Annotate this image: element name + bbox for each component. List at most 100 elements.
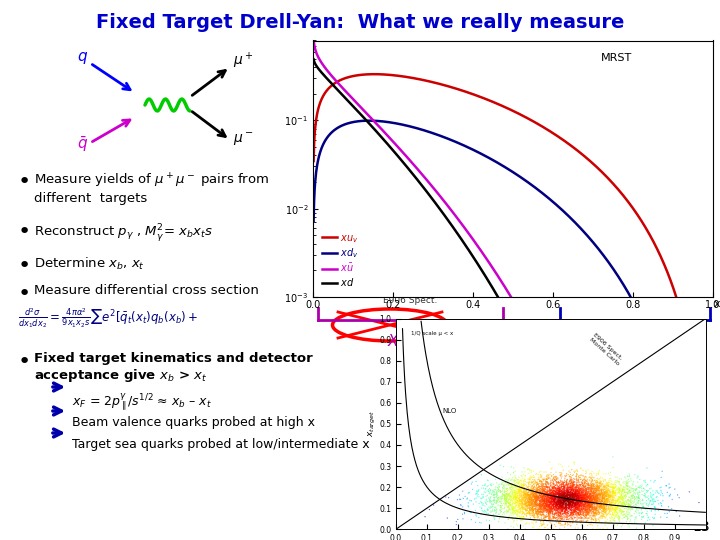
Point [555, 510, 567, 519]
Point [531, 479, 543, 488]
Point [547, 484, 559, 492]
Point [572, 505, 584, 514]
Point [567, 505, 579, 514]
Point [513, 505, 525, 514]
Point [545, 487, 557, 495]
Point [586, 517, 598, 526]
Point [603, 504, 614, 512]
Point [521, 502, 532, 510]
Point [544, 487, 556, 496]
Point [585, 508, 597, 516]
Point [521, 501, 532, 510]
Point [588, 485, 600, 494]
Point [552, 493, 564, 502]
Point [594, 490, 606, 498]
Point [547, 486, 559, 495]
Point [615, 493, 626, 502]
Point [600, 504, 612, 513]
Point [585, 497, 597, 505]
Point [539, 487, 551, 496]
Point [528, 504, 540, 513]
Point [580, 494, 591, 502]
Point [567, 493, 578, 502]
Point [578, 493, 590, 502]
Point [545, 480, 557, 489]
Point [548, 501, 559, 510]
Point [571, 471, 582, 480]
Point [633, 494, 644, 503]
Point [558, 497, 570, 506]
Point [616, 495, 628, 504]
Point [576, 499, 588, 508]
Point [534, 501, 545, 510]
Point [531, 503, 543, 511]
Point [503, 515, 514, 524]
Point [595, 512, 607, 521]
Point [590, 496, 601, 505]
Point [596, 497, 608, 505]
Point [562, 485, 573, 494]
Point [621, 482, 633, 491]
Point [613, 508, 625, 517]
Point [596, 497, 608, 506]
Point [549, 497, 560, 505]
Point [521, 495, 532, 503]
Point [595, 496, 607, 504]
Point [552, 500, 563, 509]
Point [667, 495, 678, 504]
Point [552, 497, 564, 505]
Point [558, 498, 570, 507]
Point [538, 485, 549, 494]
Point [522, 496, 534, 505]
Point [590, 516, 601, 524]
Point [531, 496, 542, 505]
Point [572, 489, 584, 497]
Point [577, 508, 589, 516]
Point [571, 492, 582, 501]
Point [526, 485, 537, 494]
Point [605, 483, 616, 491]
Point [488, 500, 500, 509]
Point [549, 497, 560, 505]
Point [621, 476, 633, 485]
Point [553, 501, 564, 509]
Point [528, 488, 539, 497]
Point [566, 490, 577, 499]
Point [552, 478, 564, 487]
Point [531, 508, 543, 517]
Point [572, 488, 584, 496]
Point [558, 495, 570, 503]
Point [621, 500, 632, 509]
Point [628, 484, 639, 493]
Point [515, 476, 526, 485]
Point [613, 501, 624, 509]
Point [593, 483, 604, 491]
Point [570, 504, 581, 512]
Point [606, 488, 618, 496]
Point [516, 487, 527, 495]
Point [589, 493, 600, 502]
Point [531, 489, 543, 497]
Point [603, 486, 614, 495]
Point [579, 512, 590, 521]
Point [579, 496, 590, 505]
Point [549, 509, 561, 518]
Point [581, 492, 593, 501]
Point [609, 504, 621, 512]
Point [590, 487, 602, 496]
Point [517, 501, 528, 509]
Point [556, 494, 567, 502]
Point [559, 515, 570, 523]
Point [601, 492, 613, 501]
Point [523, 485, 535, 494]
Point [559, 486, 571, 495]
Point [517, 503, 528, 511]
Point [493, 510, 505, 518]
Point [618, 501, 629, 510]
Point [532, 480, 544, 489]
Point [613, 514, 625, 523]
Point [598, 510, 609, 518]
Point [522, 483, 534, 492]
Point [532, 508, 544, 516]
Point [629, 507, 641, 516]
